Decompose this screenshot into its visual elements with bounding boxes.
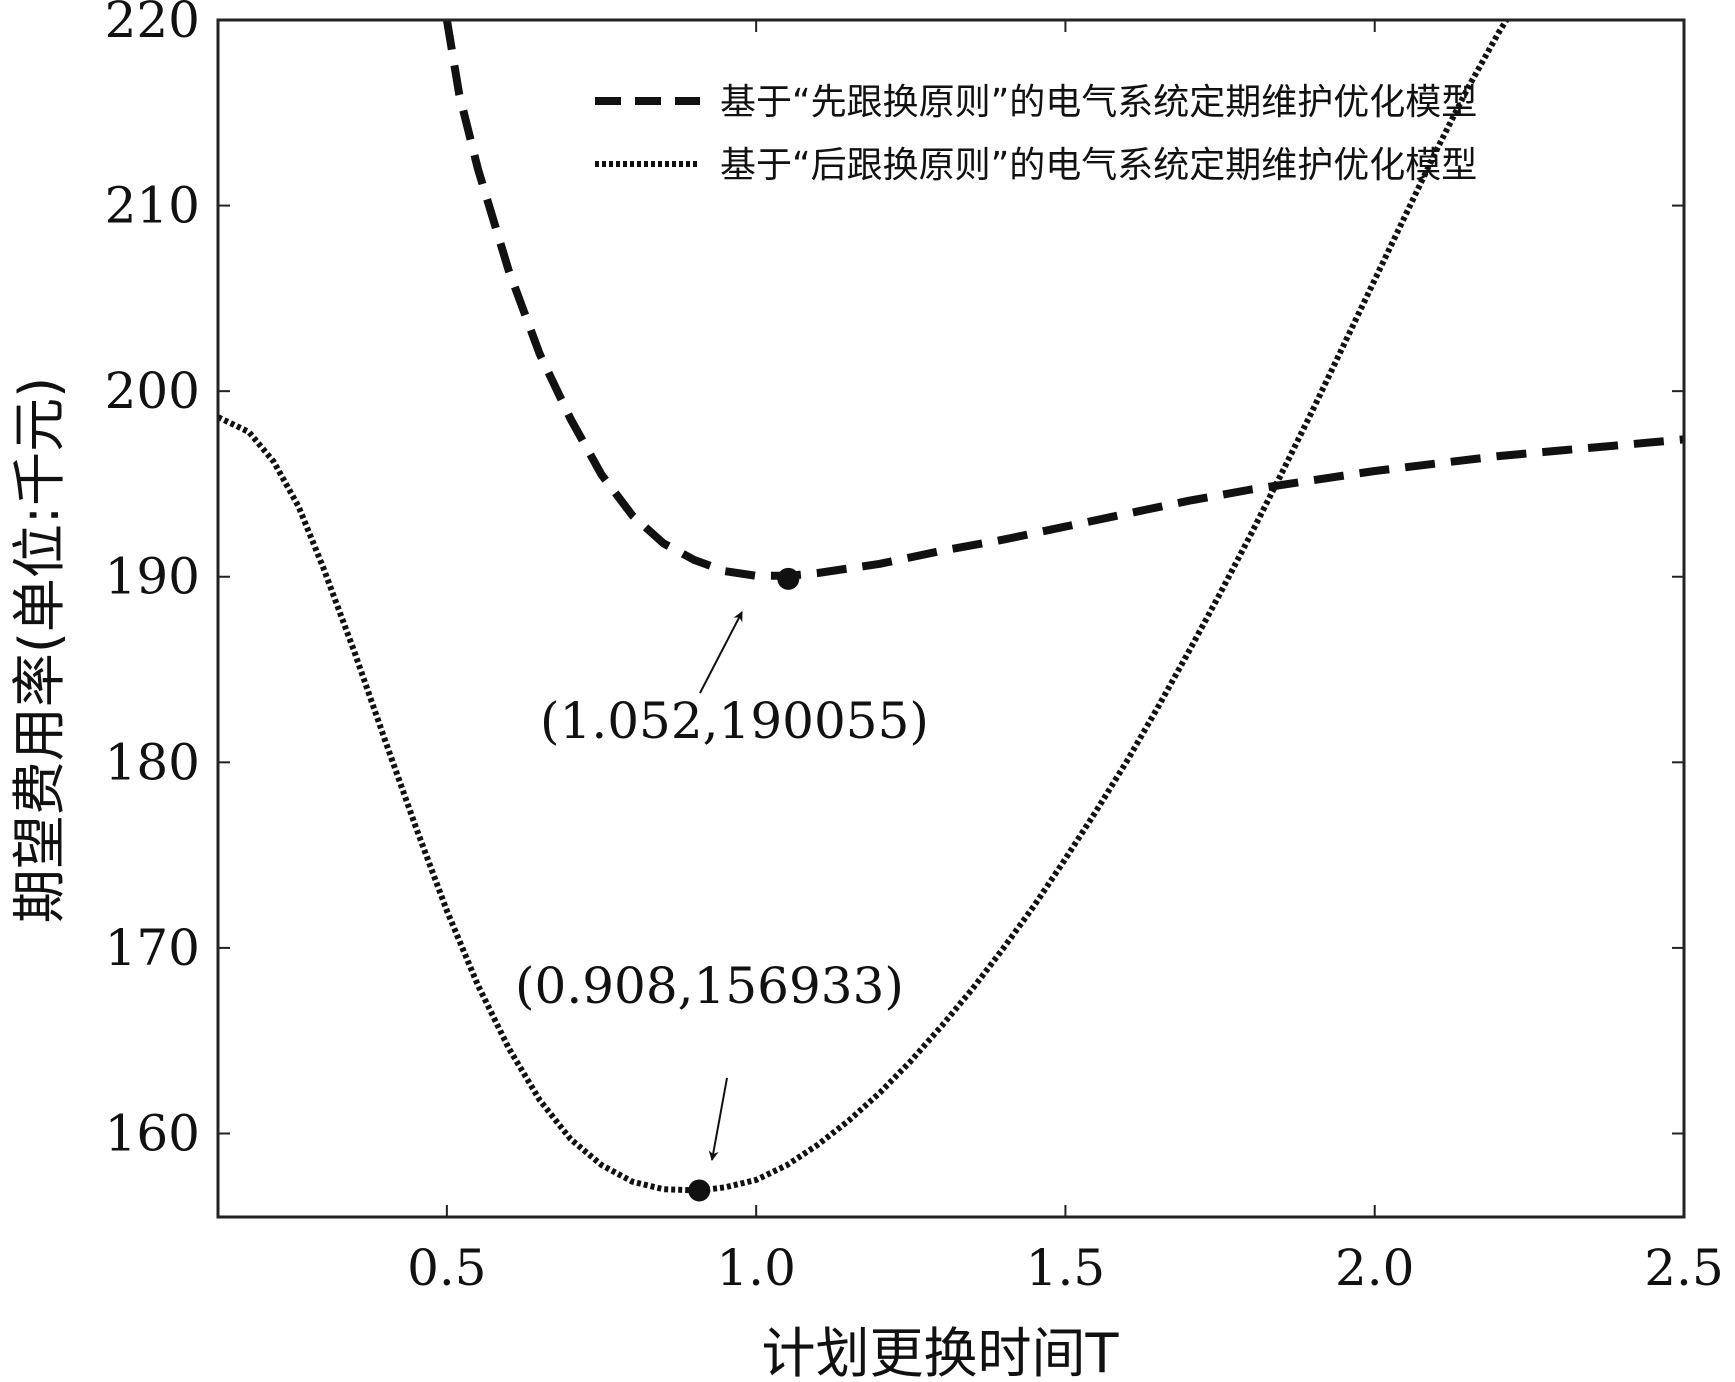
x-tick-label-3: 2.0 <box>1335 1239 1415 1297</box>
min-point-marker-1 <box>688 1179 711 1202</box>
legend: 基于“先跟换原则”的电气系统定期维护优化模型 基于“后跟换原则”的电气系统定期维… <box>595 82 1477 186</box>
y-axis-ticks: 160 170 180 190 200 210 220 <box>105 0 1684 1162</box>
x-tick-label-2: 1.5 <box>1026 1239 1106 1297</box>
y-tick-label-3: 190 <box>105 548 200 606</box>
plot-frame <box>216 18 1686 1219</box>
annotations-layer: (1.052,190055) (0.908,156933) <box>515 567 929 1202</box>
legend-label-0: 基于“先跟换原则”的电气系统定期维护优化模型 <box>720 82 1477 123</box>
y-tick-label-4: 200 <box>105 362 200 420</box>
y-tick-label-1: 170 <box>105 919 200 977</box>
x-tick-label-4: 2.5 <box>1644 1239 1724 1297</box>
y-tick-label-6: 220 <box>105 0 200 49</box>
y-tick-label-2: 180 <box>105 733 200 791</box>
series-line-0 <box>442 20 1684 580</box>
annotation-label-0: (1.052,190055) <box>540 692 929 750</box>
annotation-arrow-1 <box>708 1077 728 1161</box>
y-tick-label-5: 210 <box>105 177 200 235</box>
series-line-1 <box>218 20 1510 1194</box>
y-axis-title: 期望费用率(单位:千元) <box>8 377 71 923</box>
annotation-label-1: (0.908,156933) <box>515 957 904 1015</box>
series-layer <box>218 20 1684 1194</box>
x-axis-title: 计划更换时间T <box>762 1322 1120 1382</box>
y-tick-label-0: 160 <box>105 1104 200 1162</box>
legend-label-1: 基于“后跟换原则”的电气系统定期维护优化模型 <box>720 145 1477 186</box>
x-axis-ticks: 0.5 1.0 1.5 2.0 2.5 <box>407 20 1724 1297</box>
annotation-arrow-0 <box>699 611 743 694</box>
min-point-marker-0 <box>777 567 800 590</box>
x-tick-label-1: 1.0 <box>716 1239 796 1297</box>
x-tick-label-0: 0.5 <box>407 1239 487 1297</box>
